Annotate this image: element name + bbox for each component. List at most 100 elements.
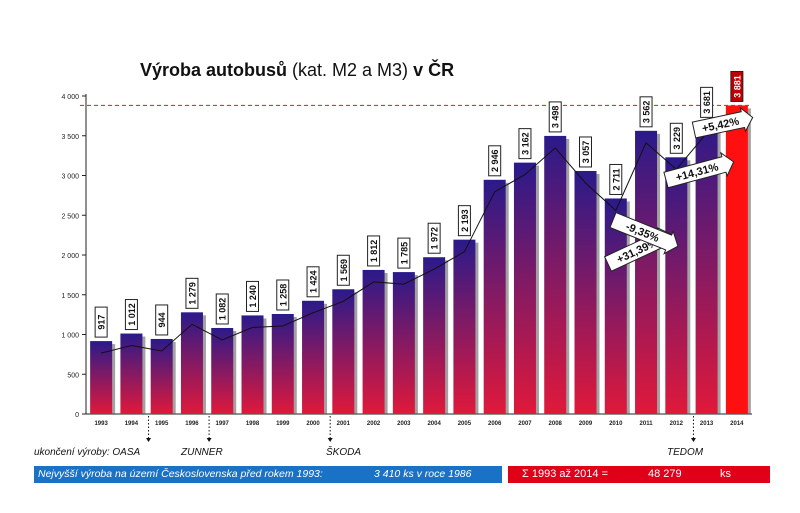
data-label-text: 1 569 [339,259,349,282]
footer-sum-value: 48 279 [648,468,682,480]
data-label-text: 1 082 [218,298,228,321]
x-tick-label: 2005 [458,421,472,427]
x-tick-label: 2012 [670,421,684,427]
data-label: 1 812 [367,235,381,267]
x-tick-label: 2010 [609,421,623,427]
marker-label-skoda: ŠKODA [326,447,362,458]
data-label: 3 881 [730,70,744,102]
bar [665,157,688,414]
bar [180,312,203,414]
data-label: 1 569 [336,254,350,286]
data-label-box [548,101,562,133]
y-tick-label: 1 000 [61,333,79,340]
footer-max-value: 3 410 ks v roce 1986 [374,468,472,480]
data-label: 3 681 [700,86,714,118]
data-label-text: 1 785 [399,242,409,265]
data-label: 3 562 [639,96,653,128]
change-arrow-shape [609,211,679,255]
data-label-box [669,122,683,154]
marker-arrow [327,438,333,442]
footer-max-text: Nejvyšší výroba na území Československa … [38,468,323,480]
data-label-text: 2 193 [460,209,470,232]
data-label-text: 1 812 [369,240,379,263]
data-label-text: 1 279 [187,282,197,305]
x-tick-label: 1995 [155,421,169,427]
y-tick-label: 2 000 [61,253,79,260]
data-label: 944 [155,304,169,336]
bar [362,269,385,414]
data-label-box [518,128,532,160]
data-label-text: 3 881 [732,75,742,98]
bar [271,313,294,414]
data-label-text: 3 229 [672,127,682,150]
bar [90,341,113,414]
data-label-text: 917 [97,315,107,330]
trend-line [100,117,738,354]
data-label-text: 3 498 [551,106,561,129]
data-label-text: 3 681 [702,91,712,114]
marker-arrow [206,438,212,442]
bar [120,333,143,414]
data-label-box [579,136,592,168]
data-label: 2 711 [609,163,623,195]
change-arrow-shape [663,151,735,189]
data-label-box [700,86,714,118]
bar [392,272,415,414]
data-label-box [730,70,744,102]
bar [635,130,658,415]
footer-sum-label: Σ 1993 až 2014 = [522,468,609,480]
data-label: 3 229 [669,122,683,154]
x-tick-label: 2002 [367,421,381,427]
data-label-box [94,306,108,338]
data-label-box [185,277,199,309]
y-tick-label: 2 500 [61,213,79,220]
footer-sum-unit: ks [720,468,731,480]
bar [241,315,264,414]
data-label-box [276,279,290,311]
bar [423,257,446,414]
data-label-box [246,280,259,312]
bar [211,327,234,414]
x-tick-label: 1997 [216,421,230,427]
data-label-box [215,293,229,325]
marker-arrow [690,438,696,442]
data-label-box [488,145,502,177]
data-label: 1 240 [246,280,259,312]
bar [544,135,567,414]
data-label: 1 012 [124,299,138,331]
data-label-box [367,235,381,267]
data-label-text: 2 711 [611,168,621,190]
data-label: 1 279 [185,277,199,309]
footer-total: Σ 1993 až 2014 = 48 279 ks [508,466,770,483]
bar [574,170,597,414]
x-tick-label: 1994 [125,421,139,427]
data-label: 3 057 [579,136,592,168]
x-tick-label: 2006 [488,421,502,427]
data-label-text: 1 012 [127,303,137,326]
data-label: 2 193 [457,205,471,237]
y-tick-label: 0 [75,412,79,419]
data-label-box [155,304,169,336]
x-tick-label: 2009 [579,421,593,427]
chart-title: Výroba autobusů (kat. M2 a M3) v ČR [140,60,455,80]
data-label-box [639,96,653,128]
x-tick-label: 2014 [730,421,744,427]
change-arrow: +5,42% [691,106,754,139]
x-tick-label: 1993 [94,421,108,427]
y-tick-label: 3 500 [61,134,79,141]
bar [150,338,173,414]
data-label-text: 1 972 [430,227,440,250]
x-tick-label: 2004 [427,421,441,427]
data-label-text: 1 258 [278,284,288,307]
marker-arrow [146,438,152,442]
y-tick-label: 4 000 [61,94,79,101]
y-tick-label: 3 000 [61,174,79,181]
x-tick-label: 2000 [306,421,320,427]
data-label-box [457,205,471,237]
x-tick-label: 2008 [549,421,563,427]
data-label-box [397,237,411,269]
x-tick-label: 2011 [640,421,654,427]
x-tick-label: 1998 [246,421,260,427]
data-label: 917 [94,306,108,338]
x-tick-label: 2001 [337,421,351,427]
